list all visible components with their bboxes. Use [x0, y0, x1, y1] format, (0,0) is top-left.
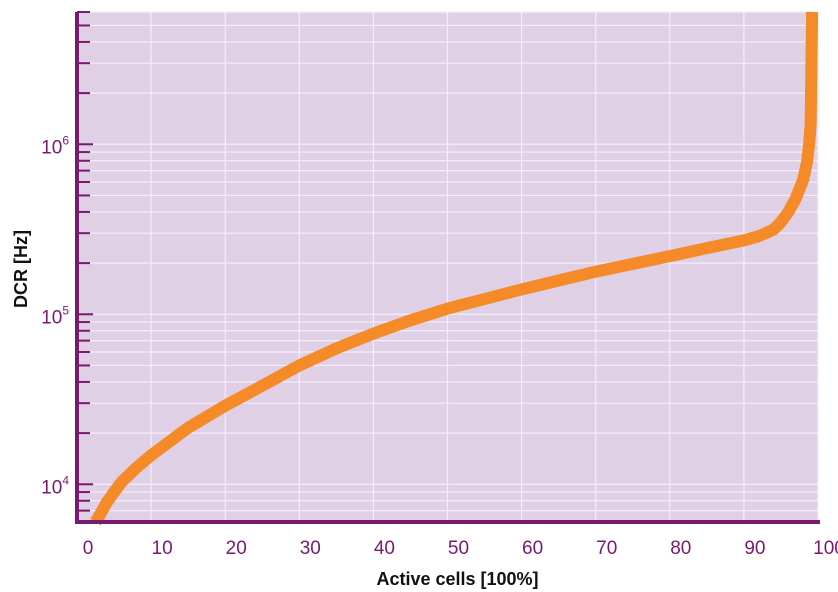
x-tick-label: 90	[744, 538, 765, 559]
x-tick-label: 70	[596, 538, 617, 559]
x-tick-label: 80	[670, 538, 691, 559]
x-axis-title: Active cells [100%]	[376, 569, 538, 589]
x-tick-label: 20	[226, 538, 247, 559]
x-tick-label: 60	[522, 538, 543, 559]
y-axis-ticks	[77, 11, 93, 523]
y-tick-label: 104	[41, 473, 69, 498]
y-tick-label: 105	[41, 303, 69, 328]
y-tick-label: 106	[41, 133, 69, 158]
x-tick-label: 30	[300, 538, 321, 559]
x-tick-label: 40	[374, 538, 395, 559]
x-tick-label: 50	[448, 538, 469, 559]
series-line	[90, 11, 819, 526]
x-tick-label: 10	[152, 538, 173, 559]
x-tick-labels: 0 10 20 30 40 50 60 70 80 90 100	[83, 538, 838, 559]
y-tick-labels: 104 105 106	[41, 133, 69, 498]
y-axis-title: DCR [Hz]	[11, 230, 31, 308]
x-tick-label: 0	[83, 538, 94, 559]
x-tick-label: 100	[813, 538, 838, 559]
